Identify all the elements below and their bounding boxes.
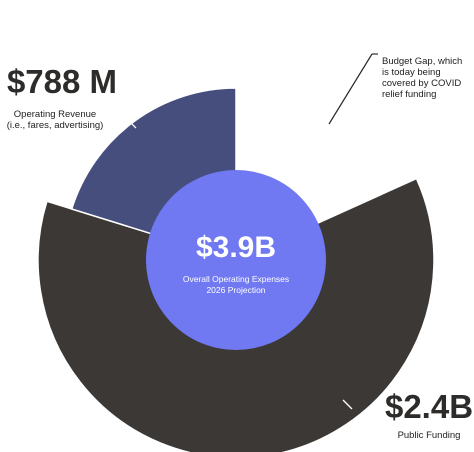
- budget-gap-caption-line1: Budget Gap, which: [382, 56, 462, 67]
- public-funding-caption: Public Funding: [398, 430, 461, 441]
- operating-revenue-caption-line2: (i.e., fares, advertising): [7, 120, 104, 131]
- leader-lines: [125, 53, 378, 410]
- operating-revenue-caption-line1: Operating Revenue: [14, 109, 96, 120]
- budget-gap-caption-line2: is today being: [382, 67, 441, 78]
- budget-gap-caption-line3: covered by COVID: [382, 78, 461, 89]
- budget-gap-caption-line4: relief funding: [382, 89, 436, 100]
- total-caption-line2: 2026 Projection: [206, 285, 265, 295]
- operating-revenue-tick: [125, 117, 137, 129]
- public-funding-value-label: $2.4B: [385, 388, 473, 425]
- budget-gap-leader-line: [328, 53, 373, 125]
- operating-revenue-value-label: $788 M: [7, 63, 117, 100]
- public-funding-tick: [342, 399, 353, 410]
- total-value-label: $3.9B: [196, 231, 276, 264]
- total-caption-line1: Overall Operating Expenses: [183, 274, 289, 284]
- center-total-disc: [146, 170, 326, 350]
